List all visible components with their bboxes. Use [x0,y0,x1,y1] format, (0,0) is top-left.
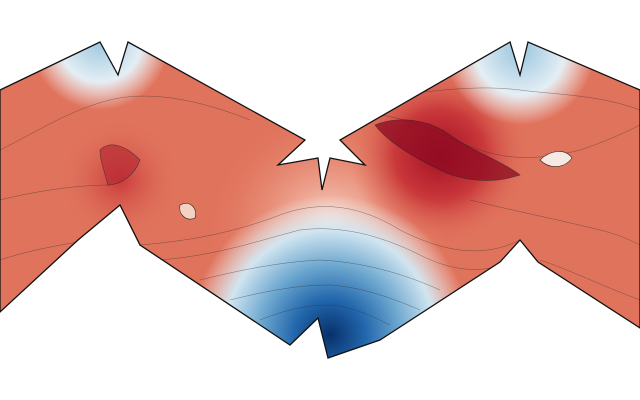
map-outline [0,41,640,359]
